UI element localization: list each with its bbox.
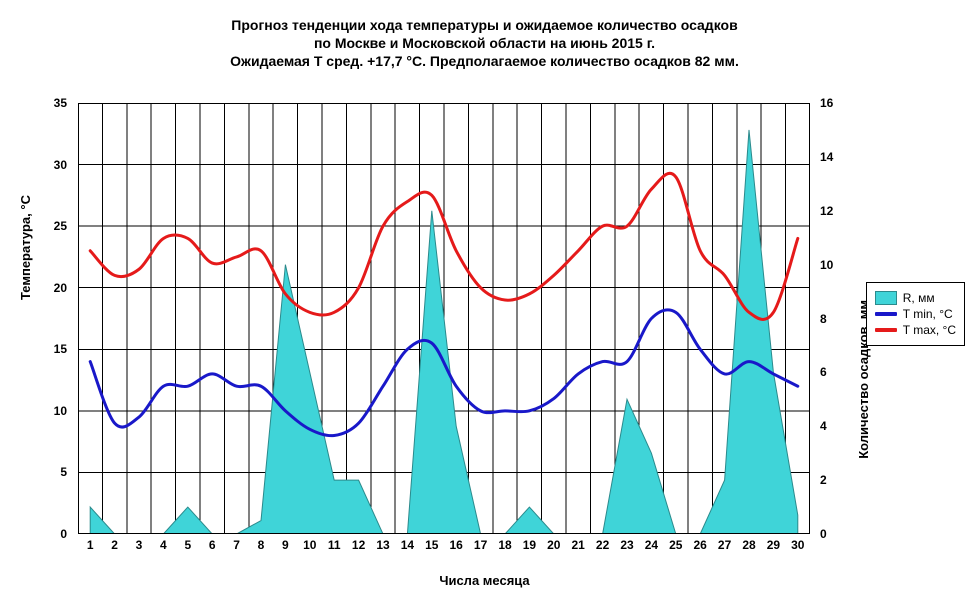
y-left-tick-label: 20 — [54, 281, 67, 295]
x-axis-label: Числа месяца — [0, 573, 969, 588]
y-left-tick-label: 10 — [54, 404, 67, 418]
y-right-tick-label: 10 — [820, 258, 833, 272]
x-tick-label: 18 — [498, 538, 511, 552]
legend-swatch-area-icon — [875, 291, 897, 305]
y-left-tick-label: 35 — [54, 96, 67, 110]
y-right-tick-label: 6 — [820, 365, 827, 379]
x-tick-label: 11 — [328, 538, 341, 552]
x-tick-label: 1 — [87, 538, 94, 552]
y-right-tick-label: 16 — [820, 96, 833, 110]
x-tick-label: 15 — [425, 538, 438, 552]
x-tick-label: 20 — [547, 538, 560, 552]
chart-plot — [78, 103, 810, 534]
x-tick-label: 10 — [303, 538, 316, 552]
x-tick-label: 8 — [258, 538, 265, 552]
legend-line-red-icon — [875, 328, 897, 332]
y-left-tick-label: 30 — [54, 158, 67, 172]
x-tick-label: 3 — [136, 538, 143, 552]
x-tick-label: 12 — [352, 538, 365, 552]
x-tick-label: 23 — [620, 538, 633, 552]
chart-title-line3: Ожидаемая Т сред. +17,7 °C. Предполагаем… — [0, 52, 969, 70]
y-right-tick-label: 12 — [820, 204, 833, 218]
y-left-tick-label: 5 — [60, 465, 67, 479]
legend-item-tmin: T min, °C — [875, 307, 956, 321]
y-right-tick-label: 8 — [820, 312, 827, 326]
chart-title-line2: по Москве и Московской области на июнь 2… — [0, 34, 969, 52]
y-right-tick-label: 0 — [820, 527, 827, 541]
x-tick-label: 4 — [160, 538, 167, 552]
x-tick-label: 2 — [111, 538, 118, 552]
x-tick-label: 14 — [401, 538, 414, 552]
y-right-tick-label: 4 — [820, 419, 827, 433]
y-right-tick-label: 14 — [820, 150, 833, 164]
x-tick-label: 29 — [767, 538, 780, 552]
x-tick-label: 6 — [209, 538, 216, 552]
x-tick-label: 22 — [596, 538, 609, 552]
x-tick-label: 24 — [645, 538, 658, 552]
legend-label-r: R, мм — [903, 291, 935, 305]
x-tick-label: 21 — [572, 538, 585, 552]
y-left-tick-label: 0 — [60, 527, 67, 541]
x-tick-label: 16 — [450, 538, 463, 552]
x-tick-label: 28 — [742, 538, 755, 552]
x-tick-label: 25 — [669, 538, 682, 552]
legend-line-blue-icon — [875, 312, 897, 316]
legend-item-r: R, мм — [875, 291, 956, 305]
legend-label-tmax: T max, °C — [903, 323, 956, 337]
x-tick-label: 13 — [376, 538, 389, 552]
y-left-tick-label: 25 — [54, 219, 67, 233]
x-tick-label: 9 — [282, 538, 289, 552]
chart-legend: R, мм T min, °C T max, °C — [866, 282, 965, 346]
x-tick-label: 19 — [523, 538, 536, 552]
x-tick-label: 30 — [791, 538, 804, 552]
x-tick-label: 27 — [718, 538, 731, 552]
chart-title-line1: Прогноз тенденции хода температуры и ожи… — [0, 16, 969, 34]
x-tick-label: 5 — [184, 538, 191, 552]
y-left-axis-label: Температура, °C — [18, 195, 33, 300]
legend-label-tmin: T min, °C — [903, 307, 953, 321]
x-tick-label: 7 — [233, 538, 240, 552]
y-right-tick-label: 2 — [820, 473, 827, 487]
x-tick-label: 26 — [694, 538, 707, 552]
legend-item-tmax: T max, °C — [875, 323, 956, 337]
x-tick-label: 17 — [474, 538, 487, 552]
y-left-tick-label: 15 — [54, 342, 67, 356]
